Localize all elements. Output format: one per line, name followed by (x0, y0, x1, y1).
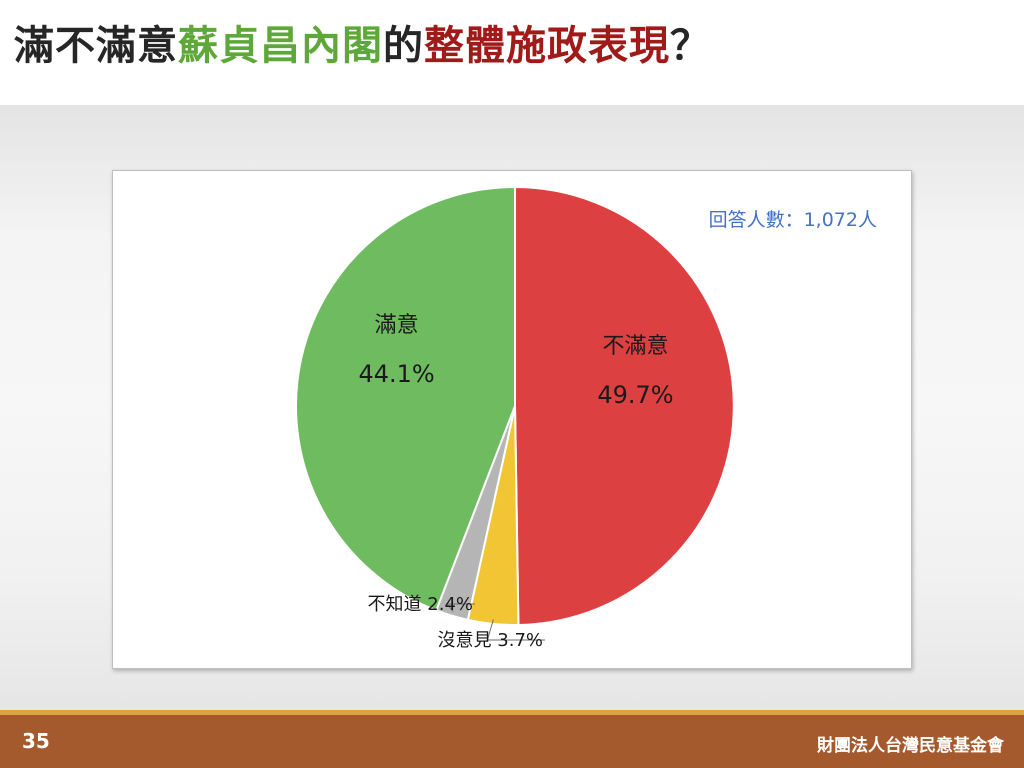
leader-line (486, 619, 545, 641)
leader-line (446, 603, 475, 612)
pie-slice (295, 185, 516, 612)
slice-outside-label: 沒意見 3.7% (438, 630, 543, 651)
pie-chart-panel: 不滿意 49.7% 滿意 44.1% 不知道 2.4% 沒意見 3.7% 回答人數：1,0… (112, 170, 912, 669)
respondent-count: 回答人數：1,072人 (708, 209, 877, 231)
title-part: 的 (383, 23, 424, 69)
title-part: 滿不滿意 (14, 23, 178, 69)
title-part: ？ (670, 23, 711, 69)
pie-slice (514, 185, 735, 626)
pie-chart: 不滿意 49.7% 滿意 44.1% 不知道 2.4% 沒意見 3.7% (295, 185, 735, 651)
organization-name: 財團法人台灣民意基金會 (817, 736, 1004, 756)
page-number: 35 (22, 729, 50, 753)
slice-outside-label: 不知道 2.4% (368, 594, 473, 615)
slice-value-label: 44.1% (358, 360, 434, 388)
slice-name-label: 滿意 (375, 313, 419, 338)
title-part: 蘇貞昌內閣 (178, 23, 383, 69)
slice-value-label: 49.7% (597, 381, 673, 409)
footer-accent-line (0, 710, 1024, 715)
slide-title: 滿不滿意蘇貞昌內閣的整體施政表現？ (14, 22, 711, 70)
slice-name-label: 不滿意 (602, 334, 668, 359)
title-part: 整體施政表現 (424, 23, 670, 69)
slide-footer: 35 財團法人台灣民意基金會 (0, 715, 1024, 768)
